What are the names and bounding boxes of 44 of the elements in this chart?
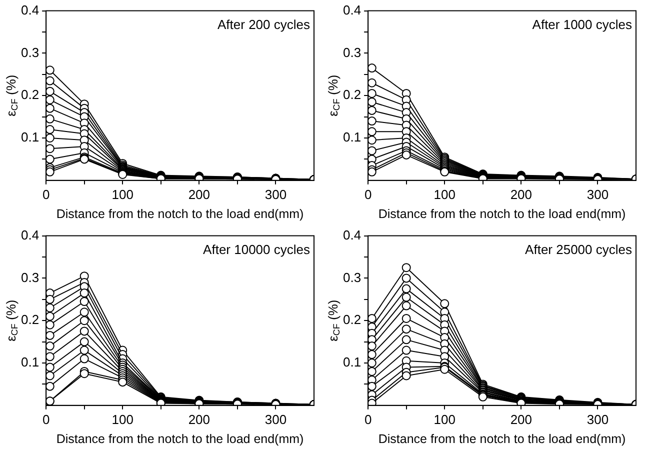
y-tick-label: 0.2 xyxy=(20,312,40,328)
x-tick-label: 100 xyxy=(434,186,456,202)
x-tick-label: 200 xyxy=(188,186,210,202)
x-tick-label: 0 xyxy=(364,186,372,202)
x-axis-title: Distance from the notch to the load end(mm) xyxy=(56,432,304,446)
x-tick-label: 100 xyxy=(112,412,134,427)
y-tick-label: 0.4 xyxy=(342,227,362,242)
y-axis-title: εCF (%) xyxy=(4,300,20,342)
x-tick-label: 100 xyxy=(434,412,456,427)
y-tick-label: 0.1 xyxy=(20,130,40,145)
y-tick-label: 0.3 xyxy=(20,270,40,285)
x-tick-label: 300 xyxy=(264,412,287,427)
x-axis-title: Distance from the notch to the load end(mm) xyxy=(56,206,304,221)
y-tick-label: 0.2 xyxy=(20,87,40,102)
x-tick-label: 0 xyxy=(42,186,50,202)
y-axis-title: εCF (%) xyxy=(4,74,20,116)
x-tick-label: 200 xyxy=(510,186,532,202)
annotation: After 25000 cycles xyxy=(525,242,632,257)
annotation: After 10000 cycles xyxy=(203,242,310,257)
y-tick-label: 0.4 xyxy=(20,2,40,18)
x-tick-label: 300 xyxy=(586,186,609,202)
y-tick-label: 0.4 xyxy=(342,2,362,18)
y-tick-label: 0.3 xyxy=(342,44,362,60)
x-axis-title: Distance from the notch to the load end(mm) xyxy=(378,432,626,446)
x-tick-label: 0 xyxy=(42,412,50,427)
y-tick-label: 0.1 xyxy=(20,354,40,370)
x-tick-label: 300 xyxy=(264,186,287,202)
y-tick-label: 0.2 xyxy=(342,87,362,102)
x-axis-title: Distance from the notch to the load end(mm) xyxy=(378,206,626,221)
x-tick-label: 200 xyxy=(188,412,210,427)
y-tick-label: 0.2 xyxy=(342,312,362,328)
annotation: After 1000 cycles xyxy=(532,16,632,32)
x-tick-label: 0 xyxy=(364,412,372,427)
x-tick-label: 300 xyxy=(586,412,609,427)
y-axis-title: εCF (%) xyxy=(326,300,342,342)
y-tick-label: 0.4 xyxy=(20,227,40,242)
y-axis-title: εCF (%) xyxy=(326,74,342,116)
annotation: After 200 cycles xyxy=(218,16,310,32)
y-tick-label: 0.3 xyxy=(342,270,362,285)
x-tick-label: 100 xyxy=(112,186,134,202)
y-tick-label: 0.3 xyxy=(20,44,40,60)
x-tick-label: 200 xyxy=(510,412,532,427)
y-tick-label: 0.1 xyxy=(342,354,362,370)
y-tick-label: 0.1 xyxy=(342,130,362,145)
